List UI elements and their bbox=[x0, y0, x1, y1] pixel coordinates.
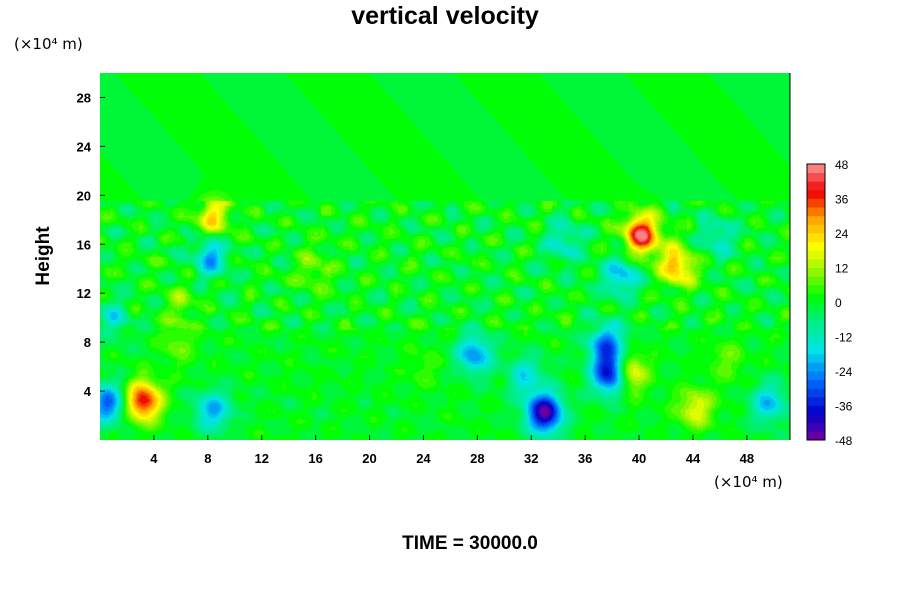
x-tick-label: 48 bbox=[740, 451, 754, 466]
colorbar-segment bbox=[807, 207, 825, 217]
colorbar-segment bbox=[807, 198, 825, 208]
colorbar-segment bbox=[807, 172, 825, 182]
colorbar-segment bbox=[807, 362, 825, 372]
colorbar-segment bbox=[807, 345, 825, 355]
colorbar-tick-label: 24 bbox=[835, 227, 849, 241]
colorbar-segment bbox=[807, 267, 825, 277]
colorbar-tick-label: -36 bbox=[835, 400, 853, 414]
colorbar-segment bbox=[807, 396, 825, 406]
time-label: TIME = 30000.0 bbox=[402, 533, 538, 554]
colorbar-tick-label: 12 bbox=[835, 262, 849, 276]
colorbar-segment bbox=[807, 353, 825, 363]
x-tick-label: 32 bbox=[524, 451, 538, 466]
colorbar-segment bbox=[807, 181, 825, 191]
y-tick-label: 20 bbox=[77, 188, 91, 203]
x-tick-label: 36 bbox=[578, 451, 592, 466]
colorbar-frame bbox=[806, 163, 826, 441]
colorbar-segment bbox=[807, 241, 825, 251]
y-tick-label: 8 bbox=[84, 335, 91, 350]
colorbar-tick-label: -24 bbox=[835, 365, 853, 379]
x-tick-label: 8 bbox=[204, 451, 211, 466]
colorbar-segment bbox=[807, 431, 825, 441]
colorbar-segment bbox=[807, 336, 825, 346]
colorbar-tick-label: 0 bbox=[835, 296, 842, 310]
colorbar-segment bbox=[807, 388, 825, 398]
x-tick-label: 20 bbox=[362, 451, 376, 466]
y-tick-label: 4 bbox=[84, 384, 92, 399]
colorbar-ticks: 48 36 24 12 0 -12 -24 -36 -48 bbox=[835, 158, 853, 448]
x-tick-label: 44 bbox=[686, 451, 701, 466]
colorbar-segment bbox=[807, 414, 825, 424]
colorbar-tick-label: 48 bbox=[835, 158, 849, 172]
colorbar-segment bbox=[807, 276, 825, 286]
colorbar-segment bbox=[807, 371, 825, 381]
colorbar-tick-label: -48 bbox=[835, 434, 853, 448]
colorbar-segment bbox=[807, 233, 825, 243]
x-tick-label: 24 bbox=[416, 451, 431, 466]
colorbar-segment bbox=[807, 293, 825, 303]
colorbar-segment bbox=[807, 250, 825, 260]
x-tick-label: 16 bbox=[308, 451, 322, 466]
colorbar-segment bbox=[807, 258, 825, 268]
colorbar-segment bbox=[807, 310, 825, 320]
colorbar-segment bbox=[807, 422, 825, 432]
chart-title: vertical velocity bbox=[351, 2, 539, 30]
colorbar-segment bbox=[807, 405, 825, 415]
y-tick-label: 12 bbox=[77, 286, 91, 301]
colorbar-segment bbox=[807, 302, 825, 312]
colorbar-segment bbox=[807, 164, 825, 174]
y-tick-label: 16 bbox=[77, 237, 91, 252]
x-axis-ticks: 4 8 12 16 20 24 28 32 36 40 44 48 bbox=[150, 435, 754, 466]
y-axis-units: (×10⁴ m) bbox=[14, 35, 83, 53]
plot-area bbox=[100, 73, 791, 440]
colorbar-segment bbox=[807, 224, 825, 234]
colorbar-tick-label: -12 bbox=[835, 331, 853, 345]
y-axis-ticks: 4 8 12 16 20 24 28 bbox=[77, 90, 105, 399]
colorbar-tick-label: 36 bbox=[835, 193, 849, 207]
colorbar-segment bbox=[807, 319, 825, 329]
velocity-field bbox=[100, 73, 790, 440]
colorbar bbox=[806, 163, 826, 441]
y-tick-label: 28 bbox=[77, 90, 91, 105]
y-axis-label: Height bbox=[33, 226, 54, 286]
y-tick-label: 24 bbox=[77, 139, 92, 154]
x-tick-label: 28 bbox=[470, 451, 484, 466]
colorbar-segment bbox=[807, 189, 825, 199]
x-tick-label: 4 bbox=[150, 451, 158, 466]
colorbar-segment bbox=[807, 327, 825, 337]
colorbar-segment bbox=[807, 284, 825, 294]
colorbar-segment bbox=[807, 379, 825, 389]
x-tick-label: 12 bbox=[254, 451, 268, 466]
colorbar-segment bbox=[807, 215, 825, 225]
x-tick-label: 40 bbox=[632, 451, 646, 466]
x-axis-units: (×10⁴ m) bbox=[714, 473, 783, 491]
